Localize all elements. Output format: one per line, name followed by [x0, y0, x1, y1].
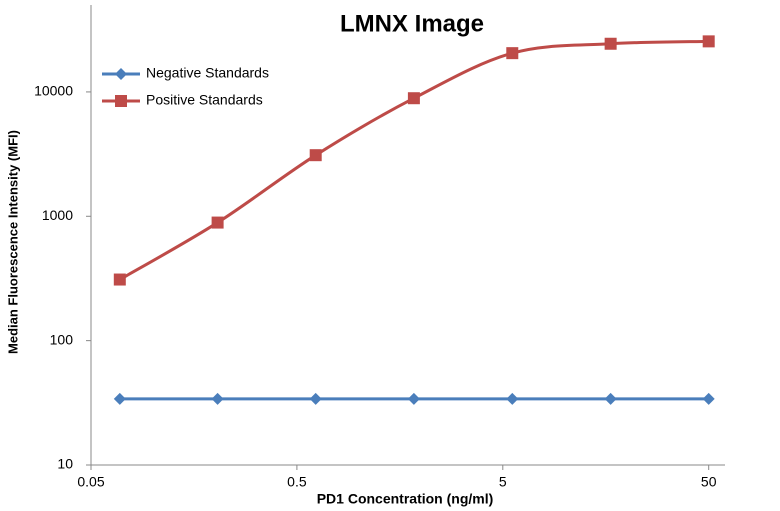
y-tick-label: 10000: [34, 83, 73, 99]
marker: [309, 392, 322, 405]
marker: [211, 392, 224, 405]
marker: [604, 392, 617, 405]
marker: [407, 392, 420, 405]
marker: [407, 92, 420, 105]
marker: [702, 392, 715, 405]
marker: [113, 392, 126, 405]
marker: [506, 47, 519, 60]
legend-label: Positive Standards: [146, 92, 263, 108]
y-axis-label: Median Fluorescence Intensity (MFI): [5, 130, 20, 354]
marker: [113, 273, 126, 286]
x-tick-label: 5: [499, 474, 507, 490]
x-tick-label: 0.5: [287, 474, 307, 490]
marker: [309, 149, 322, 162]
marker: [702, 35, 715, 48]
x-tick-label: 0.05: [77, 474, 104, 490]
legend-marker: [115, 68, 127, 80]
y-tick-label: 10: [57, 456, 73, 472]
x-axis-label: PD1 Concentration (ng/ml): [317, 491, 494, 507]
marker: [506, 392, 519, 405]
y-tick-label: 1000: [42, 207, 73, 223]
marker: [604, 37, 617, 50]
chart-title: LMNX Image: [340, 10, 484, 37]
legend-marker: [115, 95, 127, 107]
marker: [211, 216, 224, 229]
x-tick-label: 50: [701, 474, 717, 490]
y-tick-label: 100: [50, 331, 74, 347]
legend-label: Negative Standards: [146, 65, 269, 81]
